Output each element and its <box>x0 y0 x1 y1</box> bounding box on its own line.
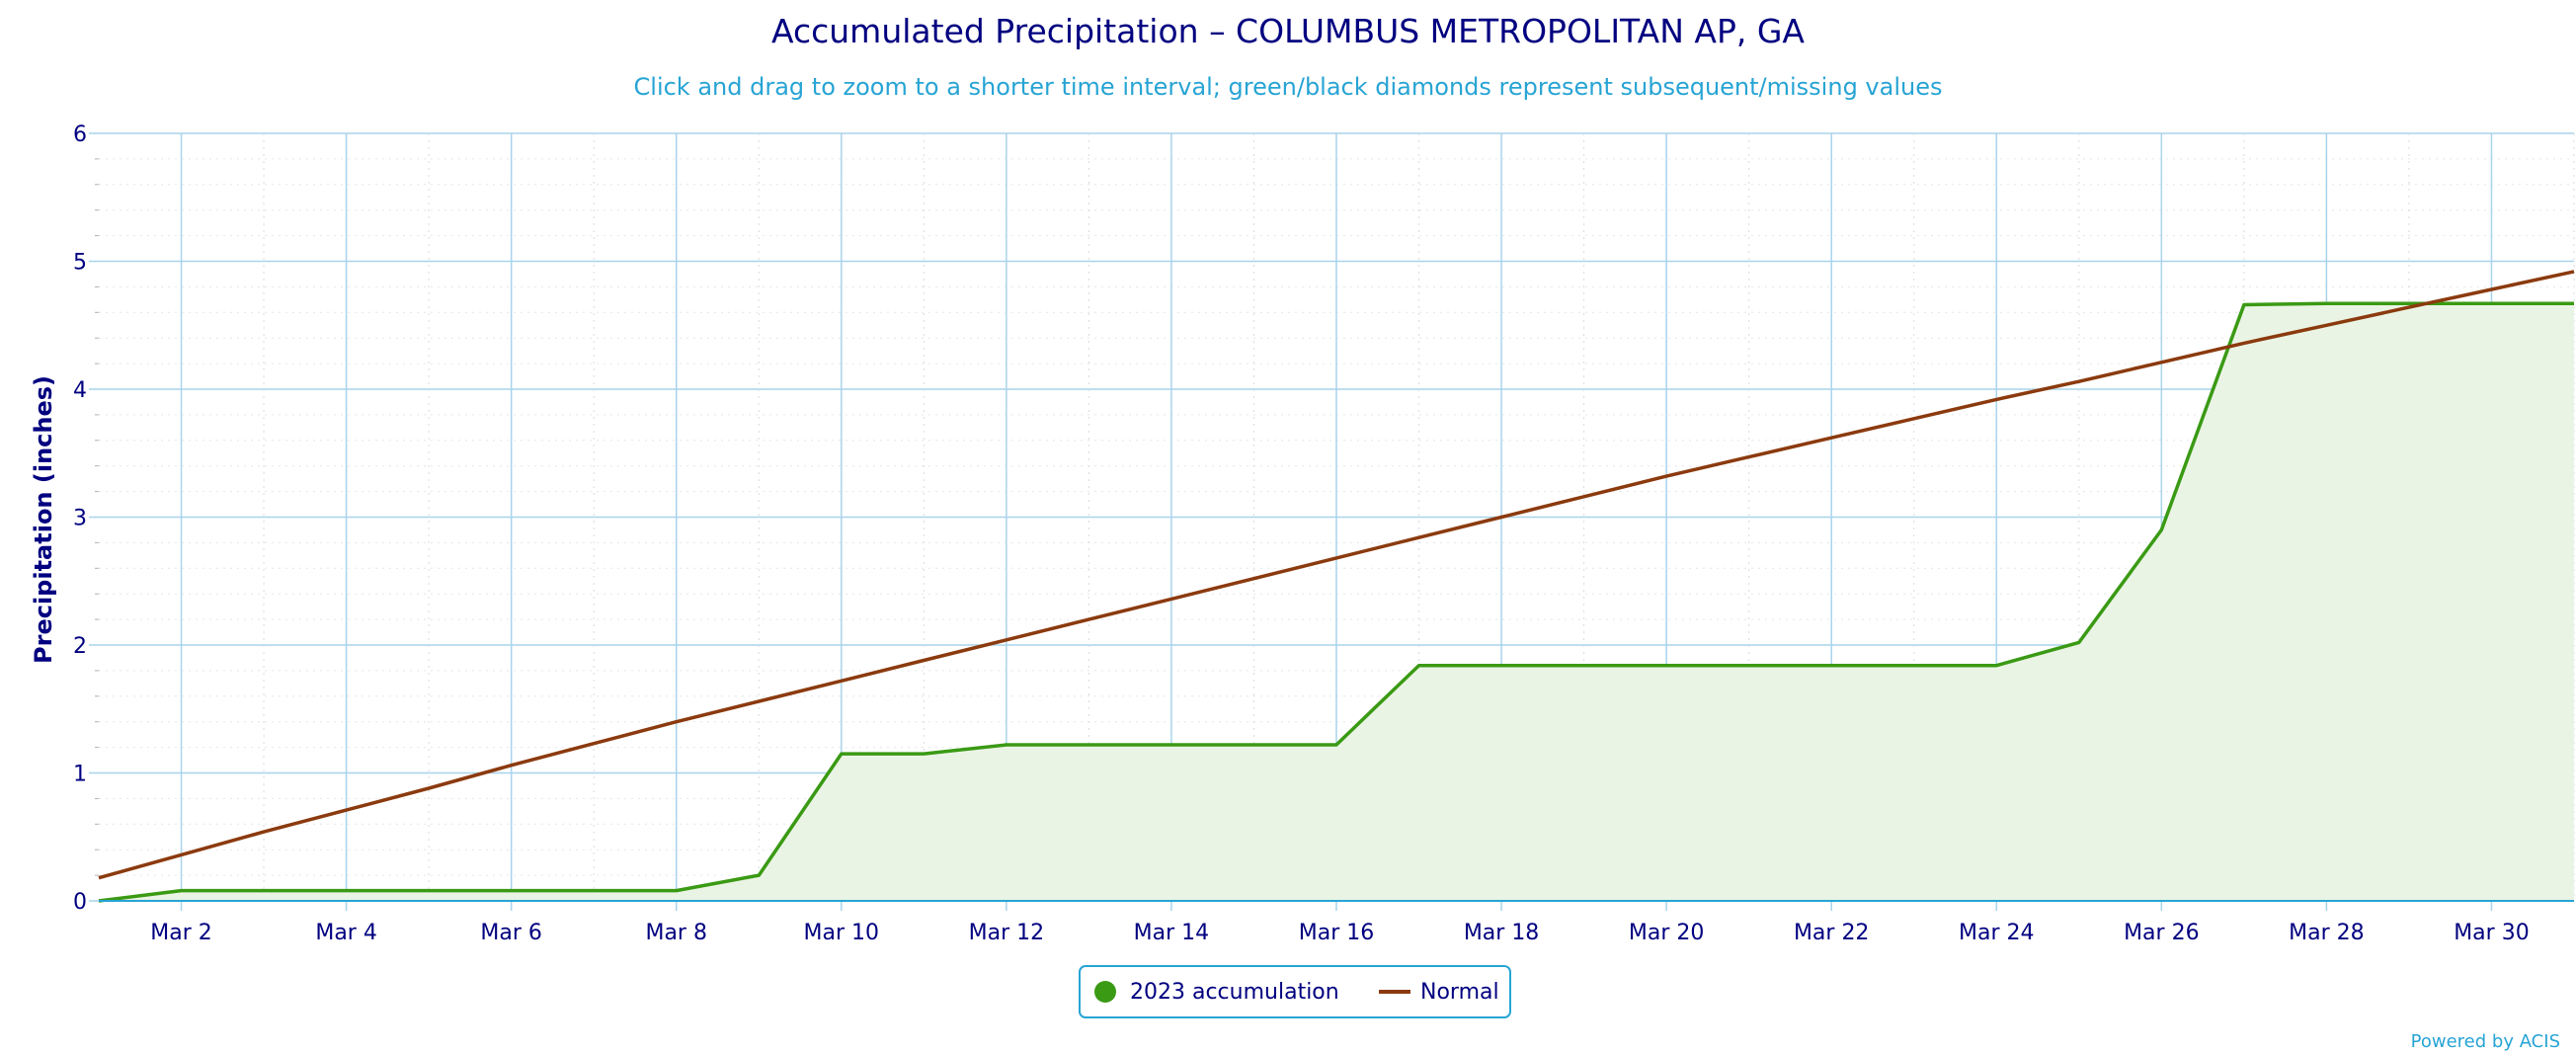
data-point <box>2570 268 2576 276</box>
data-point <box>178 887 186 895</box>
data-point <box>2157 359 2165 366</box>
x-tick-label: Mar 2 <box>150 921 212 945</box>
credit-link[interactable]: Powered by ACIS <box>2410 1031 2560 1052</box>
data-point <box>920 750 927 758</box>
data-point <box>425 887 433 895</box>
x-tick-label: Mar 22 <box>1794 921 1870 945</box>
data-point <box>343 887 351 895</box>
legend-label: 2023 accumulation <box>1130 979 1339 1005</box>
series-layer <box>98 268 2576 903</box>
x-tick-label: Mar 18 <box>1464 921 1540 945</box>
data-point <box>838 677 845 685</box>
data-point <box>1580 493 1588 501</box>
y-tick-label: 5 <box>73 251 87 276</box>
axis-layer: 0 1 2 3 4 5 6 Mar 2 Mar 4 Mar 6 Mar 8 Mar 10 Mar 12 M… <box>73 122 2574 945</box>
x-tick-label: Mar 20 <box>1629 921 1705 945</box>
data-point <box>1167 595 1175 603</box>
data-point <box>1827 662 1835 670</box>
data-point <box>755 871 763 879</box>
data-point <box>2075 638 2083 646</box>
x-tick-label: Mar 10 <box>804 921 880 945</box>
data-point <box>2075 377 2083 385</box>
data-point <box>1662 472 1670 480</box>
y-tick-label: 4 <box>73 378 87 403</box>
y-axis-label: Precipitation (inches) <box>30 375 57 664</box>
data-point <box>1085 615 1092 623</box>
data-point <box>1910 415 1918 423</box>
data-point <box>838 750 845 758</box>
legend: 2023 accumulation Normal <box>1079 965 1511 1018</box>
data-point <box>1745 662 1753 670</box>
x-tick-label: Mar 12 <box>969 921 1045 945</box>
data-point <box>1415 533 1423 541</box>
data-point <box>1003 741 1010 749</box>
data-point <box>2322 299 2330 307</box>
series-line-normal <box>98 270 2575 880</box>
data-point <box>920 657 927 665</box>
x-tick-label: Mar 26 <box>2124 921 2200 945</box>
y-tick-label: 6 <box>73 122 87 147</box>
data-point <box>508 762 516 770</box>
data-point <box>1910 662 1918 670</box>
y-tick-label: 0 <box>73 890 87 915</box>
data-point <box>260 828 268 836</box>
x-tick-label: Mar 4 <box>315 921 377 945</box>
data-point <box>508 887 516 895</box>
data-point <box>1085 741 1092 749</box>
data-point <box>1662 662 1670 670</box>
data-point <box>755 697 763 705</box>
y-tick-label: 3 <box>73 507 87 531</box>
data-point <box>1497 514 1505 522</box>
data-point <box>2240 301 2248 309</box>
x-tick-label: Mar 24 <box>1959 921 2035 945</box>
legend-marker-line <box>1379 990 1410 994</box>
series-area-fill <box>99 303 2574 901</box>
data-point <box>260 887 268 895</box>
data-point <box>178 850 186 858</box>
legend-label: Normal <box>1420 979 1499 1005</box>
x-tick-label: Mar 14 <box>1134 921 1210 945</box>
legend-item-2023-accumulation[interactable]: 2023 accumulation <box>1094 967 1339 1016</box>
data-point <box>2322 321 2330 329</box>
data-point <box>2488 299 2496 307</box>
x-tick-label: Mar 6 <box>480 921 542 945</box>
chart-title: Accumulated Precipitation – COLUMBUS MET… <box>770 12 1805 50</box>
data-point <box>590 740 598 748</box>
data-point <box>1003 636 1010 644</box>
data-point <box>1250 741 1258 749</box>
x-tick-label: Mar 28 <box>2289 921 2365 945</box>
data-point <box>673 718 681 726</box>
data-point <box>1745 453 1753 461</box>
data-point <box>1415 662 1423 670</box>
data-point <box>2240 339 2248 347</box>
data-point <box>2157 526 2165 534</box>
x-tick-label: Mar 16 <box>1299 921 1375 945</box>
data-point <box>1992 395 2000 403</box>
data-point <box>2405 303 2413 311</box>
data-point <box>1580 662 1588 670</box>
legend-item-normal[interactable]: Normal <box>1379 967 1499 1016</box>
data-point <box>1250 575 1258 583</box>
data-point <box>1497 662 1505 670</box>
y-tick-label: 2 <box>73 634 87 659</box>
grid-layer <box>89 132 2575 902</box>
data-point <box>425 784 433 792</box>
data-point <box>1827 434 1835 442</box>
chart-subtitle: Click and drag to zoom to a shorter time… <box>633 73 1943 101</box>
x-tick-label: Mar 30 <box>2454 921 2530 945</box>
data-point <box>590 887 598 895</box>
data-point <box>1332 554 1340 562</box>
data-point <box>2488 285 2496 293</box>
data-point <box>673 887 681 895</box>
legend-marker-dot <box>1094 981 1116 1003</box>
data-point <box>1992 662 2000 670</box>
data-point <box>1332 741 1340 749</box>
data-point <box>1167 741 1175 749</box>
x-tick-label: Mar 8 <box>645 921 707 945</box>
data-point <box>343 806 351 814</box>
y-tick-label: 1 <box>73 763 87 787</box>
series-line-2023-accumulation <box>98 301 2574 903</box>
